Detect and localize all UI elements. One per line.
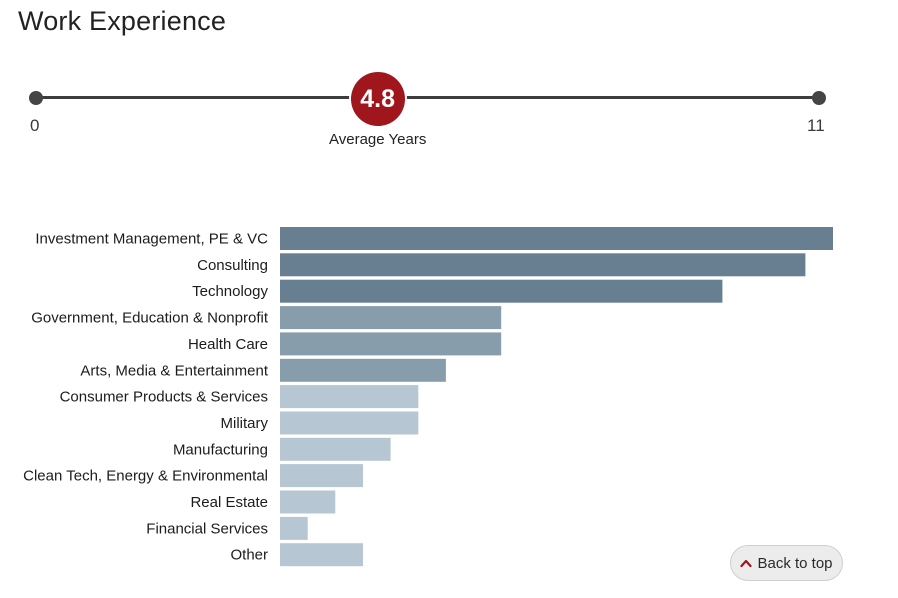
bar-10 (280, 490, 336, 514)
category-label: Other (230, 547, 268, 564)
category-label: Investment Management, PE & VC (35, 231, 268, 248)
range-max-dot (812, 91, 826, 105)
bar-11 (280, 516, 308, 540)
bar-9 (280, 464, 363, 488)
range-track (36, 96, 819, 99)
range-max-label: 11 (807, 116, 825, 135)
bar-6 (280, 385, 419, 409)
bar-0 (280, 227, 833, 250)
category-label: Consulting (197, 257, 268, 274)
back-to-top-label: Back to top (757, 554, 833, 572)
chevron-up-icon (740, 559, 753, 568)
experience-range: 0 11 4.8 Average Years (0, 0, 898, 170)
bar-8 (280, 437, 391, 461)
bar-7 (280, 411, 419, 435)
bar-1 (280, 253, 806, 277)
category-label: Government, Education & Nonprofit (31, 310, 269, 327)
bar-2 (280, 279, 723, 303)
average-caption: Average Years (329, 131, 427, 148)
bar-12 (280, 543, 363, 567)
average-badge: 4.8 (350, 72, 405, 126)
category-label: Military (221, 415, 269, 432)
back-to-top-button[interactable]: Back to top (730, 545, 843, 581)
category-label: Consumer Products & Services (60, 389, 268, 406)
range-min-dot (29, 91, 43, 105)
category-label: Technology (192, 283, 268, 300)
category-label: Health Care (188, 336, 268, 353)
bar-3 (280, 306, 502, 330)
category-label: Manufacturing (173, 441, 268, 458)
category-label: Real Estate (190, 494, 268, 511)
category-label: Arts, Media & Entertainment (80, 362, 268, 379)
bar-5 (280, 358, 446, 382)
category-label: Clean Tech, Energy & Environmental (23, 468, 268, 485)
bar-4 (280, 332, 502, 356)
category-label: Financial Services (146, 520, 268, 537)
page-title: Work Experience (18, 6, 227, 36)
range-min-label: 0 (30, 116, 40, 135)
